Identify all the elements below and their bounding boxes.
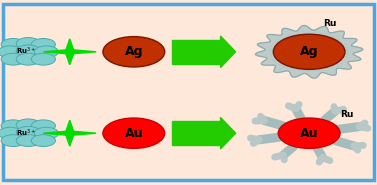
Circle shape [273,34,345,69]
Text: Au: Au [124,127,143,140]
Circle shape [16,53,40,65]
Circle shape [31,120,55,132]
Circle shape [31,135,55,147]
Polygon shape [221,117,236,149]
Circle shape [16,119,40,131]
Polygon shape [65,120,74,146]
Circle shape [0,46,22,58]
Circle shape [34,127,58,139]
Circle shape [16,126,40,138]
Text: Ru: Ru [323,19,337,28]
Text: Ag: Ag [300,45,319,58]
Polygon shape [43,50,96,54]
Polygon shape [270,32,349,71]
Circle shape [1,38,25,50]
Circle shape [16,135,40,147]
Circle shape [16,45,40,57]
Circle shape [34,46,58,58]
Text: Ru: Ru [340,110,354,119]
Circle shape [278,118,340,148]
Circle shape [31,38,55,50]
Text: Ru$^{3+}$: Ru$^{3+}$ [16,46,37,58]
Text: Ag: Ag [124,45,143,58]
Polygon shape [172,40,221,64]
Polygon shape [256,26,363,78]
Text: Ru$^{3+}$: Ru$^{3+}$ [16,127,37,139]
Polygon shape [43,131,96,135]
Circle shape [1,53,25,65]
Polygon shape [221,36,236,68]
Circle shape [0,127,22,139]
Circle shape [1,135,25,147]
Text: Au: Au [300,127,319,140]
Circle shape [31,53,55,65]
Circle shape [1,120,25,132]
Circle shape [103,37,165,67]
Polygon shape [65,39,74,65]
Circle shape [16,38,40,49]
Circle shape [103,118,165,148]
Polygon shape [172,121,221,145]
